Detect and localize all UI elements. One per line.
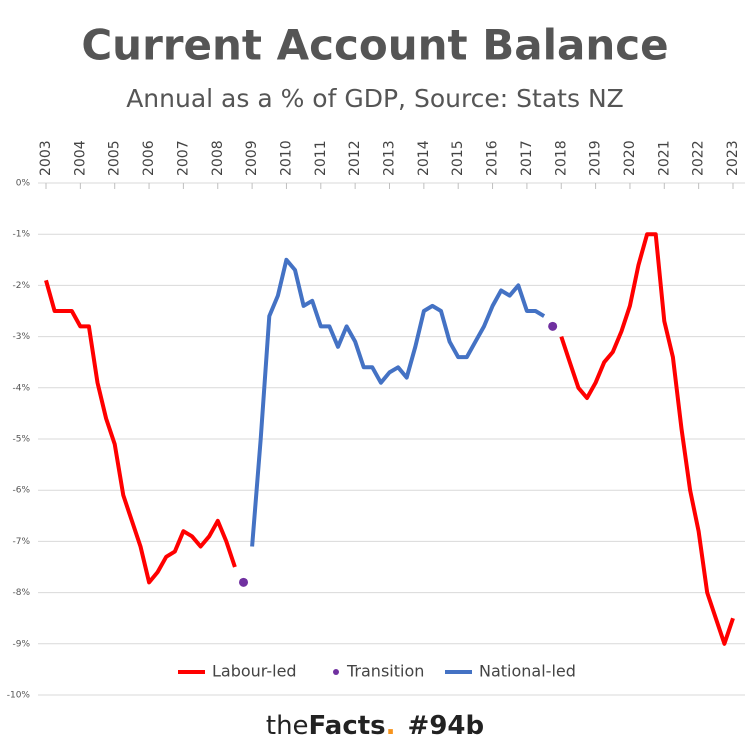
x-tick-label: 2021	[656, 140, 672, 176]
y-tick-label: -4%	[12, 383, 30, 393]
brand-prefix: the	[266, 711, 309, 741]
x-tick-label: 2019	[588, 140, 604, 176]
y-tick-label: -6%	[12, 486, 30, 496]
x-tick-label: 2010	[278, 140, 294, 176]
y-tick-label: -9%	[12, 639, 30, 649]
y-tick-label: -5%	[12, 435, 30, 445]
x-tick-label: 2005	[107, 140, 123, 176]
x-tick-label: 2017	[519, 140, 535, 176]
x-tick-label: 2015	[450, 140, 466, 176]
y-tick-label: -10%	[7, 691, 31, 701]
brand-dot: .	[386, 711, 396, 741]
series-marker	[548, 321, 558, 331]
legend-swatch	[333, 669, 339, 675]
y-tick-label: 0%	[16, 179, 31, 189]
y-tick-label: -7%	[12, 537, 30, 547]
x-tick-label: 2004	[72, 140, 88, 176]
series-marker	[239, 577, 249, 587]
series-line	[44, 232, 735, 646]
legend-label: Labour-led	[212, 662, 297, 681]
y-tick-label: -8%	[12, 588, 30, 598]
x-tick-label: 2020	[622, 140, 638, 176]
footer-brand: theFacts. #94b	[266, 711, 484, 741]
series-line	[250, 257, 546, 547]
y-tick-label: -3%	[12, 332, 30, 342]
chart-title: Current Account Balance	[81, 21, 668, 70]
legend-label: National-led	[479, 662, 576, 681]
x-tick-label: 2012	[347, 140, 363, 176]
x-tick-label: 2006	[141, 140, 157, 176]
x-tick-label: 2011	[313, 140, 329, 176]
x-tick-label: 2009	[244, 140, 260, 176]
brand-name: Facts	[309, 711, 386, 741]
chart-subtitle: Annual as a % of GDP, Source: Stats NZ	[126, 84, 624, 113]
x-tick-label: 2008	[210, 140, 226, 176]
x-tick-label: 2022	[691, 140, 707, 176]
x-tick-label: 2003	[38, 140, 54, 176]
x-tick-label: 2014	[416, 140, 432, 176]
grid	[38, 182, 745, 696]
x-tick-label: 2016	[485, 140, 501, 176]
x-tick-label: 2023	[725, 140, 741, 176]
y-tick-label: -1%	[12, 230, 30, 240]
y-tick-label: -2%	[12, 281, 30, 291]
x-tick-label: 2013	[382, 140, 398, 176]
x-tick-label: 2018	[553, 140, 569, 176]
legend-label: Transition	[346, 662, 424, 681]
footer-tag: #94b	[408, 711, 485, 741]
x-tick-label: 2007	[175, 140, 191, 176]
